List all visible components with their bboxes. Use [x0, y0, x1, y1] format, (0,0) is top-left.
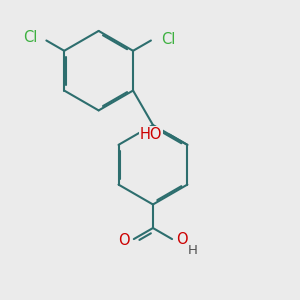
Text: O: O: [176, 232, 188, 247]
Text: HO: HO: [140, 127, 162, 142]
Text: H: H: [188, 244, 197, 256]
Text: O: O: [118, 233, 129, 248]
Text: Cl: Cl: [161, 32, 176, 46]
Text: Cl: Cl: [23, 30, 38, 45]
